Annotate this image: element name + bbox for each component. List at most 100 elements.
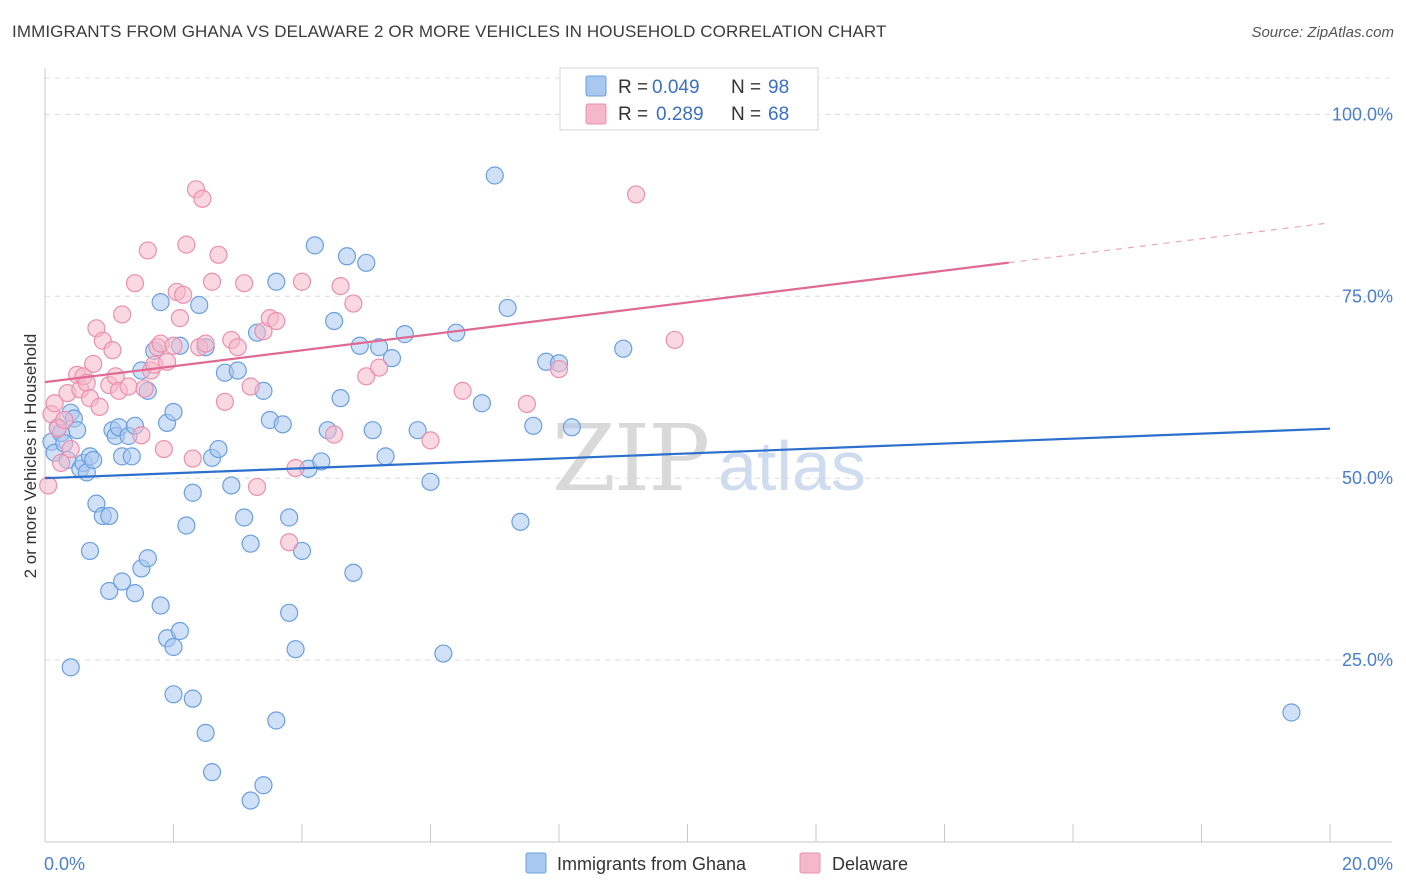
delaware-point-60 (357, 367, 376, 386)
ghana-point-46 (273, 415, 292, 434)
ghana-point-71 (498, 298, 517, 318)
ghana-point-93 (267, 711, 286, 730)
ghana-point-56 (337, 247, 357, 266)
ghana-point-27 (151, 293, 170, 312)
ghana-point-78 (100, 581, 119, 601)
series-ghana-points (42, 166, 1301, 810)
gridlines (45, 77, 1392, 661)
legend-n-value-delaware: 68 (768, 104, 789, 125)
ghana-point-73 (524, 416, 543, 435)
ghana-point-33 (190, 295, 209, 315)
ghana-point-82 (138, 549, 157, 568)
ghana-point-29 (164, 402, 183, 422)
ghana-point-66 (421, 472, 440, 491)
delaware-point-53 (267, 311, 286, 331)
watermark: ZIP atlas (552, 405, 866, 512)
ghana-point-89 (196, 723, 215, 742)
ghana-trendline (44, 427, 1331, 480)
delaware-point-42 (196, 334, 215, 353)
x-tick-label-20: 20.0% (1342, 854, 1393, 874)
ghana-point-79 (112, 572, 132, 591)
delaware-point-36 (174, 285, 193, 304)
y-tick-label-25: 25.0% (1342, 650, 1393, 670)
delaware-point-15 (90, 397, 109, 416)
legend-r-value-delaware: 0.289 (656, 104, 704, 125)
delaware-point-58 (331, 276, 350, 296)
ghana-point-32 (183, 483, 202, 502)
bottom-legend-swatch-ghana (525, 852, 547, 874)
delaware-point-61 (370, 358, 389, 377)
delaware-point-37 (177, 235, 196, 254)
ghana-point-8 (68, 421, 87, 440)
delaware-point-2 (45, 394, 64, 413)
delaware-point-57 (325, 425, 344, 444)
delaware-point-54 (280, 533, 299, 552)
ghana-point-86 (170, 621, 190, 641)
bottom-legend-label-ghana: Immigrants from Ghana (557, 854, 747, 874)
legend-swatch-ghana (585, 75, 607, 97)
legend-n-label-ghana: N = (731, 77, 761, 98)
ghana-point-69 (472, 394, 491, 413)
delaware-point-43 (202, 272, 222, 291)
ghana-point-45 (267, 272, 286, 291)
delaware-point-38 (183, 449, 202, 468)
ghana-point-90 (202, 763, 222, 782)
ghana-point-83 (151, 596, 170, 615)
ghana-point-40 (235, 508, 254, 527)
delaware-point-56 (292, 272, 312, 291)
legend-swatch-delaware (585, 103, 607, 125)
ghana-point-96 (80, 541, 100, 561)
ghana-point-54 (325, 311, 344, 331)
delaware-point-33 (164, 336, 183, 355)
y-tick-labels: 25.0% 50.0% 75.0% 100.0% (1332, 104, 1393, 670)
delaware-point-49 (241, 377, 260, 396)
ghana-point-92 (254, 776, 273, 795)
ghana-point-64 (395, 325, 414, 344)
ghana-point-97 (1282, 703, 1301, 722)
delaware-point-35 (170, 309, 190, 328)
delaware-point-62 (421, 431, 440, 450)
watermark-atlas: atlas (718, 427, 866, 505)
chart-title: IMMIGRANTS FROM GHANA VS DELAWARE 2 OR M… (12, 22, 887, 41)
ghana-point-36 (209, 439, 228, 459)
x-tick-label-0: 0.0% (44, 854, 85, 874)
ghana-point-58 (350, 336, 369, 355)
y-tick-label-50: 50.0% (1342, 468, 1393, 488)
delaware-point-26 (138, 241, 157, 260)
ghana-point-62 (376, 447, 395, 466)
delaware-point-4 (51, 453, 71, 473)
delaware-point-45 (215, 392, 234, 411)
delaware-point-64 (517, 394, 536, 414)
ghana-point-91 (241, 791, 260, 810)
ghana-point-22 (122, 447, 141, 466)
ghana-point-88 (183, 689, 202, 708)
ghana-point-48 (286, 640, 305, 659)
ghana-point-13 (84, 450, 103, 470)
ghana-point-95 (61, 658, 80, 677)
delaware-point-5 (55, 410, 74, 430)
delaware-point-41 (193, 189, 212, 208)
ghana-point-16 (100, 506, 119, 526)
legend-n-label-delaware: N = (731, 104, 761, 125)
delaware-point-59 (344, 294, 363, 313)
delaware-point-0 (39, 476, 58, 495)
legend-r-value-ghana: 0.049 (652, 77, 700, 98)
ghana-point-94 (280, 603, 299, 622)
delaware-point-18 (103, 341, 122, 360)
ghana-point-41 (241, 534, 260, 553)
delaware-point-63 (453, 381, 472, 400)
ghana-point-77 (614, 339, 633, 358)
y-axis-title: 2 or more Vehicles in Household (21, 334, 40, 579)
ghana-point-47 (280, 508, 299, 527)
axes (44, 68, 1392, 843)
delaware-point-23 (125, 274, 145, 293)
legend-n-value-ghana: 98 (768, 77, 789, 98)
ghana-point-57 (344, 563, 363, 582)
series-delaware-points (39, 180, 684, 552)
chart-source: Source: ZipAtlas.com (1251, 24, 1394, 41)
delaware-point-44 (209, 245, 228, 264)
bottom-legend: Immigrants from Ghana Delaware (525, 852, 908, 874)
ghana-point-72 (511, 512, 530, 531)
ghana-point-70 (485, 166, 504, 185)
